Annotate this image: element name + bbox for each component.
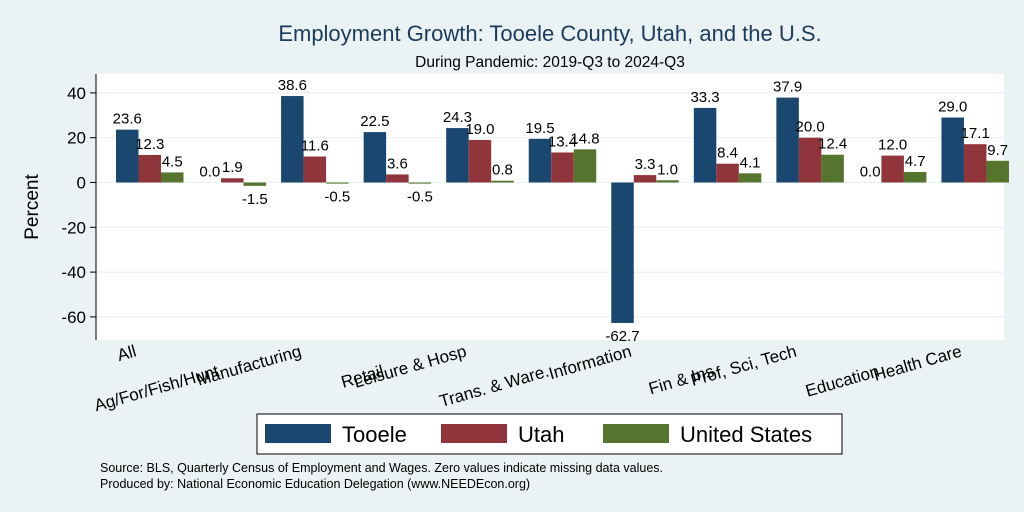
bar-united-states-trans-ware <box>573 149 597 183</box>
x-category-label: Trans. & Ware. <box>437 362 551 411</box>
legend-swatch-tooele <box>265 424 331 443</box>
bar-tooele-all <box>116 129 139 183</box>
bar-tooele-information <box>611 182 634 323</box>
y-tick-label: 0 <box>77 174 86 193</box>
data-label: 4.7 <box>905 153 926 170</box>
legend: Tooele Utah United States <box>256 413 843 455</box>
data-label: 1.9 <box>222 159 243 176</box>
bar-utah-trans-ware <box>551 152 574 183</box>
y-tick-label: 20 <box>67 129 86 148</box>
bar-utah-prof-sci-tech <box>798 137 822 183</box>
chart-subtitle: During Pandemic: 2019-Q3 to 2024-Q3 <box>415 54 685 71</box>
y-axis-title: Percent <box>22 174 43 240</box>
data-label: 22.5 <box>360 113 389 130</box>
data-label: 37.9 <box>773 79 802 96</box>
data-label: 19.5 <box>525 120 554 137</box>
data-label: 0.0 <box>860 164 881 181</box>
bar-tooele-trans-ware <box>528 138 552 183</box>
y-tick-label: -40 <box>61 263 86 282</box>
bar-utah-leisure-hosp <box>468 139 492 183</box>
bar-utah-fin-ins <box>716 163 739 183</box>
x-category-label: Health Care <box>871 342 963 385</box>
bar-tooele-manufacturing <box>281 96 304 183</box>
x-category-label: All <box>115 342 138 365</box>
data-label: 38.6 <box>278 77 307 94</box>
data-label: 12.3 <box>135 136 164 153</box>
legend-swatch-utah <box>441 424 507 443</box>
data-label: 3.3 <box>635 156 656 173</box>
chart-title: Employment Growth: Tooele County, Utah, … <box>278 21 821 46</box>
bar-tooele-retail <box>363 132 387 183</box>
bar-united-states-information <box>656 180 679 183</box>
data-label: -0.5 <box>324 189 350 206</box>
data-label: 33.3 <box>690 89 719 106</box>
bar-utah-ag-for-fish-hunt <box>221 178 244 183</box>
legend-swatch-united-states <box>603 424 669 443</box>
data-label: 20.0 <box>796 119 825 136</box>
bar-tooele-fin-ins <box>693 107 717 183</box>
data-label: 0.8 <box>492 162 513 179</box>
bar-tooele-prof-sci-tech <box>776 97 799 183</box>
bar-utah-information <box>633 175 657 183</box>
data-label: 9.7 <box>987 142 1008 159</box>
data-label: -1.5 <box>242 191 268 208</box>
bar-utah-all <box>138 154 161 183</box>
bar-united-states-fin-ins <box>738 173 762 183</box>
y-tick-label: -60 <box>61 308 86 327</box>
data-label: 4.1 <box>740 154 761 171</box>
data-label: 8.4 <box>717 145 738 162</box>
bar-united-states-prof-sci-tech <box>821 154 844 183</box>
data-label: 24.3 <box>443 109 472 126</box>
bar-utah-health-care <box>963 144 987 183</box>
data-label: -62.7 <box>605 328 639 345</box>
data-label: 29.0 <box>938 99 967 116</box>
bar-utah-education <box>881 155 904 183</box>
data-label: 4.5 <box>162 153 183 170</box>
x-category-label: Information <box>547 342 634 384</box>
bar-tooele-leisure-hosp <box>446 128 469 183</box>
bar-tooele-health-care <box>941 117 964 183</box>
data-label: 1.0 <box>657 161 678 178</box>
data-label: 23.6 <box>113 111 142 128</box>
bar-united-states-ag-for-fish-hunt <box>243 182 267 186</box>
data-label: 12.0 <box>878 137 907 154</box>
source-note: Source: BLS, Quarterly Census of Employm… <box>100 461 663 475</box>
bar-united-states-retail <box>408 182 432 184</box>
legend-label-united-states: United States <box>680 422 812 447</box>
data-label: 3.6 <box>387 155 408 172</box>
bar-united-states-all <box>161 172 184 183</box>
y-tick-label: -20 <box>61 218 86 237</box>
x-category-label: Education <box>803 362 881 401</box>
data-label: -0.5 <box>407 189 433 206</box>
bar-united-states-education <box>903 171 927 183</box>
data-label: 0.0 <box>199 164 220 181</box>
bar-utah-retail <box>386 174 409 183</box>
data-label: 11.6 <box>301 138 329 155</box>
legend-box <box>256 413 843 455</box>
data-label: 13.4 <box>548 133 577 150</box>
data-label: 12.4 <box>818 136 847 153</box>
data-label: 19.0 <box>465 121 494 138</box>
bar-united-states-health-care <box>986 160 1009 183</box>
legend-label-utah: Utah <box>518 422 564 447</box>
y-tick-label: 40 <box>67 84 86 103</box>
bar-united-states-leisure-hosp <box>491 180 514 183</box>
legend-label-tooele: Tooele <box>342 422 407 447</box>
bar-utah-manufacturing <box>303 156 327 183</box>
data-label: 17.1 <box>961 125 990 142</box>
bar-united-states-manufacturing <box>326 182 349 184</box>
plot-area <box>96 74 1004 340</box>
producer-note: Produced by: National Economic Education… <box>100 477 530 491</box>
data-label: 14.8 <box>570 130 599 147</box>
